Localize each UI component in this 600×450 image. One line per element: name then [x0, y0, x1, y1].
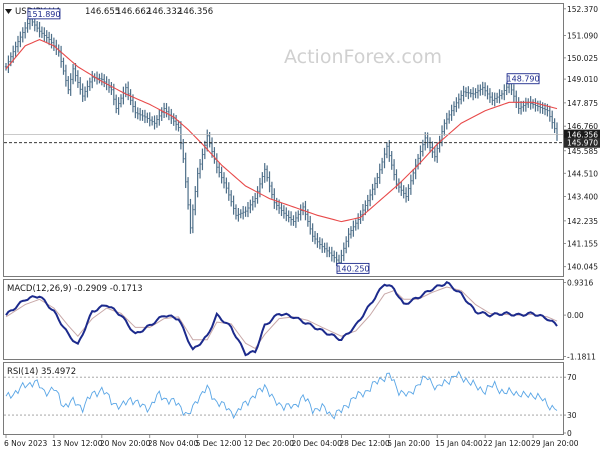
macd-panel-frame [3, 279, 564, 360]
price-annotation-box [336, 262, 370, 274]
macd-y-tick-label: 0.9316 [567, 278, 593, 287]
dashed-level-box [564, 137, 600, 148]
x-tick-label: 20 Dec 04:00 [291, 439, 342, 448]
x-tick-label: 28 Dec 12:00 [339, 439, 390, 448]
price-y-tick-label: 145.585 [567, 147, 598, 156]
macd-title: MACD(12,26,9) -0.2909 -0.1713 [7, 284, 143, 294]
ohlc-low: 146.332 [147, 7, 182, 17]
price-annotation-label: 151.890 [27, 10, 60, 19]
price-y-tick-label: 146.760 [567, 122, 598, 131]
price-y-tick-label: 152.370 [567, 5, 598, 14]
x-tick-label: 5 Dec 12:00 [196, 439, 242, 448]
current-price-label: 146.356 [567, 131, 598, 140]
rsi-line [5, 370, 558, 420]
rsi-layer [4, 370, 563, 420]
price-y-tick-label: 140.045 [567, 263, 598, 272]
x-tick-label: 20 Nov 20:00 [100, 439, 151, 448]
dashed-level-label: 145.970 [567, 139, 598, 148]
ohlc-open: 146.655 [85, 7, 120, 17]
x-tick-label: 6 Nov 2023 [4, 439, 47, 448]
watermark: ActionForex.com [284, 46, 442, 68]
price-y-tick-label: 147.875 [567, 99, 598, 108]
ohlc-high: 146.662 [116, 7, 151, 17]
x-tick-label: 12 Dec 20:00 [244, 439, 295, 448]
price-y-tick-label: 142.235 [567, 217, 598, 226]
x-tick-label: 15 Jan 04:00 [435, 439, 483, 448]
x-tick-label: 13 Nov 12:00 [52, 439, 103, 448]
moving-average-line [5, 38, 558, 223]
price-y-tick-label: 143.400 [567, 192, 598, 201]
rsi-y-tick-label: 30 [567, 411, 577, 420]
price-y-tick-label: 141.155 [567, 239, 598, 248]
macd-signal-line [5, 286, 558, 350]
price-layer: 151.890 148.790 140.250 [4, 8, 563, 274]
x-tick-label: 28 Nov 04:00 [148, 439, 199, 448]
macd-y-tick-label: -1.1811 [567, 353, 596, 362]
price-annotation-label: 148.790 [507, 75, 540, 84]
ohlc-close: 146.356 [178, 7, 213, 17]
price-annotation-box [27, 8, 61, 20]
rsi-y-tick-label: 0 [567, 429, 572, 438]
macd-layer [5, 280, 558, 357]
macd-y-tick-label: 0.00 [567, 311, 584, 320]
rsi-title: RSI(14) 35.4972 [7, 367, 76, 377]
x-tick-label: 5 Jan 20:00 [387, 439, 430, 448]
price-annotation: 151.890 [27, 8, 61, 20]
price-annotation-label: 140.250 [336, 264, 369, 273]
chart-collapse-triangle-icon[interactable] [5, 9, 12, 14]
x-tick-label: 22 Jan 12:00 [483, 439, 531, 448]
price-y-tick-label: 151.090 [567, 32, 598, 41]
rsi-y-tick-label: 70 [567, 373, 577, 382]
axis-layer: 152.370 151.090 150.025 149.010 147.875 146.7… [4, 5, 600, 448]
current-price-box [564, 129, 600, 140]
price-y-tick-label: 150.025 [567, 54, 598, 63]
rsi-panel-frame [3, 362, 564, 435]
x-tick-label: 29 Jan 20:00 [531, 439, 579, 448]
macd-main-line [5, 280, 558, 357]
price-annotation: 140.250 [336, 262, 370, 274]
price-panel-frame [3, 3, 564, 277]
price-y-tick-label: 149.010 [567, 75, 598, 84]
price-y-tick-label: 144.510 [567, 169, 598, 178]
price-annotation-box [506, 73, 540, 85]
price-annotation: 148.790 [506, 73, 540, 85]
